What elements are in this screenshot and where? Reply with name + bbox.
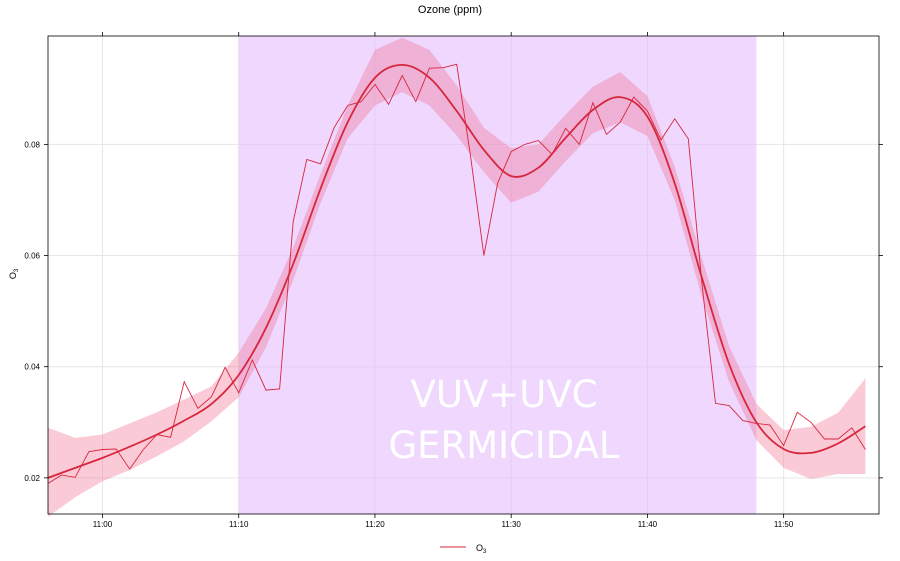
x-tick-label: 11:10 — [229, 520, 249, 529]
x-tick-label: 11:30 — [501, 520, 521, 529]
y-axis-label: O3 — [8, 268, 20, 279]
overlay-label: VUV+UVC GERMICIDAL — [388, 373, 619, 467]
raw-ozone-series — [47, 63, 866, 484]
x-tick-label: 11:50 — [774, 520, 794, 529]
plot-border — [47, 35, 880, 515]
shaded-region-rect — [238, 36, 757, 514]
germicidal-shaded-region — [238, 36, 757, 514]
smoothed-ozone-line — [47, 63, 866, 479]
confidence-band-area — [48, 37, 866, 517]
x-tick-label: 11:00 — [93, 520, 113, 529]
y-tick-label: 0.08 — [24, 140, 40, 149]
confidence-band — [48, 37, 866, 517]
plot-frame — [47, 35, 880, 515]
overlay-label-line-2: GERMICIDAL — [388, 424, 619, 467]
chart-title: Ozone (ppm) — [418, 4, 482, 16]
y-tick-label: 0.06 — [24, 252, 40, 261]
overlay-label-line-1: VUV+UVC — [411, 373, 598, 416]
axis-ticks: 11:00 11:10 11:20 11:30 11:40 11:50 0.02 0.04 0.… — [24, 32, 883, 529]
legend-label-o3: O3 — [476, 543, 487, 555]
smoothed-ozone-series — [47, 63, 866, 479]
raw-ozone-line — [47, 63, 866, 484]
x-tick-label: 11:40 — [638, 520, 658, 529]
x-tick-label: 11:20 — [365, 520, 385, 529]
legend: O3 — [440, 543, 487, 555]
y-tick-label: 0.04 — [24, 363, 40, 372]
y-tick-label: 0.02 — [24, 474, 40, 483]
